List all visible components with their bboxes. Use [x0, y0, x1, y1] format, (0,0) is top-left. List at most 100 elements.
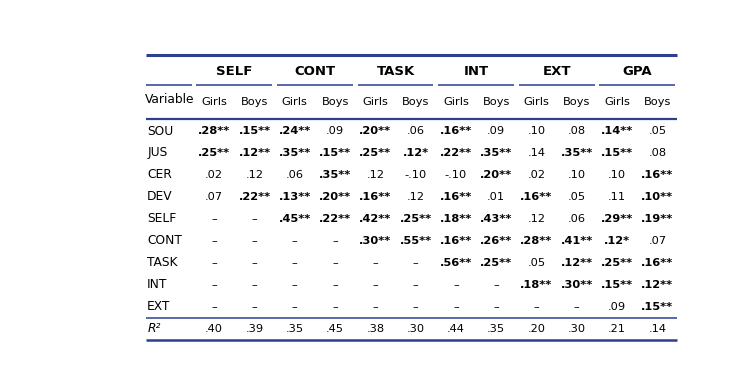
Text: .10: .10: [608, 170, 626, 180]
Text: –: –: [373, 302, 378, 312]
Text: .44: .44: [447, 324, 465, 334]
Text: –: –: [413, 302, 419, 312]
Text: .10**: .10**: [641, 192, 674, 202]
Text: .15**: .15**: [601, 280, 633, 290]
Text: –: –: [212, 214, 217, 224]
Text: EXT: EXT: [542, 65, 571, 78]
Text: SELF: SELF: [216, 65, 253, 78]
Text: –: –: [373, 280, 378, 290]
Text: Boys: Boys: [563, 97, 590, 107]
Text: .25**: .25**: [198, 148, 231, 158]
Text: .09: .09: [608, 302, 626, 312]
Text: .35**: .35**: [279, 148, 311, 158]
Text: .02: .02: [205, 170, 223, 180]
Text: .12**: .12**: [641, 280, 674, 290]
Text: .20**: .20**: [319, 192, 351, 202]
Text: –: –: [252, 280, 257, 290]
Text: INT: INT: [463, 65, 488, 78]
Text: Girls: Girls: [282, 97, 308, 107]
Text: –: –: [292, 236, 298, 246]
Text: Girls: Girls: [201, 97, 228, 107]
Text: –: –: [494, 280, 499, 290]
Text: .10: .10: [528, 126, 546, 136]
Text: .14: .14: [528, 148, 546, 158]
Text: CONT: CONT: [147, 234, 182, 247]
Text: .56**: .56**: [440, 258, 472, 268]
Text: –: –: [212, 280, 217, 290]
Text: Boys: Boys: [241, 97, 268, 107]
Text: .09: .09: [326, 126, 344, 136]
Text: .30**: .30**: [561, 280, 593, 290]
Text: –: –: [413, 258, 419, 268]
Text: –: –: [252, 258, 257, 268]
Text: .18**: .18**: [440, 214, 472, 224]
Text: .05: .05: [568, 192, 586, 202]
Text: R²: R²: [147, 322, 160, 335]
Text: .35: .35: [286, 324, 304, 334]
Text: .16**: .16**: [641, 170, 674, 180]
Text: .05: .05: [528, 258, 546, 268]
Text: .20**: .20**: [359, 126, 392, 136]
Text: .29**: .29**: [601, 214, 634, 224]
Text: DEV: DEV: [147, 190, 173, 203]
Text: Boys: Boys: [482, 97, 510, 107]
Text: –: –: [292, 258, 298, 268]
Text: .42**: .42**: [359, 214, 392, 224]
Text: .05: .05: [648, 126, 666, 136]
Text: –: –: [332, 280, 338, 290]
Text: .11: .11: [608, 192, 626, 202]
Text: Boys: Boys: [643, 97, 671, 107]
Text: JUS: JUS: [147, 146, 168, 160]
Text: .10: .10: [568, 170, 586, 180]
Text: SELF: SELF: [147, 212, 176, 225]
Text: TASK: TASK: [376, 65, 414, 78]
Text: .16**: .16**: [440, 126, 472, 136]
Text: TASK: TASK: [147, 257, 178, 269]
Text: –: –: [292, 280, 298, 290]
Text: .30: .30: [407, 324, 425, 334]
Text: .13**: .13**: [279, 192, 311, 202]
Text: –: –: [534, 302, 539, 312]
Text: .07: .07: [205, 192, 223, 202]
Text: Variable: Variable: [145, 93, 194, 106]
Text: .43**: .43**: [480, 214, 513, 224]
Text: .22**: .22**: [440, 148, 472, 158]
Text: .35: .35: [487, 324, 505, 334]
Text: EXT: EXT: [147, 300, 171, 313]
Text: –: –: [212, 236, 217, 246]
Text: .45**: .45**: [279, 214, 311, 224]
Text: .39: .39: [246, 324, 264, 334]
Text: .14**: .14**: [601, 126, 634, 136]
Text: .15**: .15**: [238, 126, 271, 136]
Text: .35**: .35**: [480, 148, 513, 158]
Text: .14: .14: [649, 324, 666, 334]
Text: .06: .06: [407, 126, 425, 136]
Text: .28**: .28**: [520, 236, 553, 246]
Text: .12*: .12*: [604, 236, 630, 246]
Text: .06: .06: [286, 170, 304, 180]
Text: .12**: .12**: [561, 258, 593, 268]
Text: .35**: .35**: [319, 170, 352, 180]
Text: .45: .45: [326, 324, 344, 334]
Text: –: –: [212, 258, 217, 268]
Text: .07: .07: [648, 236, 666, 246]
Text: .16**: .16**: [641, 258, 674, 268]
Text: .25**: .25**: [359, 148, 392, 158]
Text: .16**: .16**: [440, 236, 472, 246]
Text: .06: .06: [568, 214, 586, 224]
Text: .40: .40: [205, 324, 223, 334]
Text: .08: .08: [648, 148, 666, 158]
Text: Girls: Girls: [443, 97, 469, 107]
Text: .25**: .25**: [400, 214, 432, 224]
Text: Girls: Girls: [362, 97, 389, 107]
Text: Boys: Boys: [402, 97, 429, 107]
Text: .16**: .16**: [440, 192, 472, 202]
Text: –: –: [494, 302, 499, 312]
Text: .12*: .12*: [403, 148, 429, 158]
Text: -.10: -.10: [445, 170, 467, 180]
Text: –: –: [453, 280, 459, 290]
Text: –: –: [332, 258, 338, 268]
Text: .18**: .18**: [520, 280, 553, 290]
Text: –: –: [574, 302, 580, 312]
Text: .20**: .20**: [480, 170, 513, 180]
